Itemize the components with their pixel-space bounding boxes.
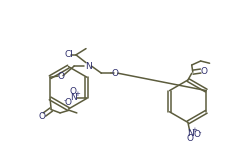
Text: O: O <box>112 69 118 78</box>
Text: O: O <box>193 130 200 139</box>
Text: O: O <box>186 134 193 143</box>
Text: -: - <box>64 97 66 103</box>
Text: N: N <box>70 93 76 102</box>
Text: +: + <box>74 91 79 97</box>
Text: N: N <box>186 129 193 138</box>
Text: N: N <box>84 61 91 70</box>
Text: O: O <box>65 98 72 107</box>
Text: Cl: Cl <box>64 50 73 59</box>
Text: O: O <box>70 87 77 96</box>
Text: O: O <box>57 72 64 81</box>
Text: +: + <box>190 127 196 133</box>
Text: O: O <box>200 67 207 76</box>
Text: -: - <box>198 130 200 136</box>
Text: O: O <box>38 112 45 121</box>
